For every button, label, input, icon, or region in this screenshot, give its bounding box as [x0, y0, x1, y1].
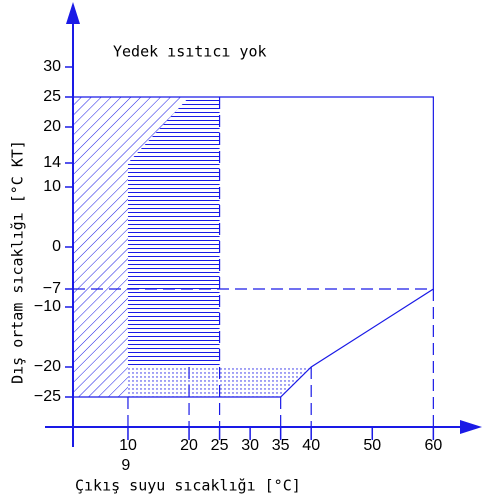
y-tick-label: 30 — [43, 58, 61, 75]
y-tick-label: 20 — [43, 118, 61, 135]
y-tick-label: 25 — [43, 88, 61, 105]
region-diagonal — [73, 97, 190, 397]
x-tick-label: 40 — [302, 437, 320, 454]
envelope-outline — [73, 96, 434, 398]
x-tick-label: 30 — [241, 437, 259, 454]
x-axis-label: Çıkış suyu sıcaklığı [°C] — [75, 477, 301, 495]
y-tick-label: 14 — [43, 154, 61, 171]
y-tick-label: 10 — [43, 178, 61, 195]
y-tick-label: −7 — [43, 280, 61, 297]
x-tick-label: 35 — [272, 437, 290, 454]
region-horizontal — [127, 97, 220, 367]
y-axis-arrow — [66, 2, 80, 24]
x-tick-label: 50 — [363, 437, 381, 454]
y-tick-label: −25 — [34, 388, 61, 405]
y-axis-label: Dış ortam sıcaklığı [°C KT] — [9, 140, 27, 384]
x-tick-label: 10 — [119, 437, 137, 454]
y-tick-label: −20 — [34, 358, 61, 375]
x-tick-label: 9 — [121, 457, 130, 474]
x-tick-label: 25 — [211, 437, 229, 454]
x-tick-label: 20 — [180, 437, 198, 454]
x-tick-label: 60 — [424, 437, 442, 454]
y-tick-label: −10 — [34, 298, 61, 315]
region-dots — [127, 367, 312, 397]
x-axis-arrow — [460, 420, 482, 434]
y-tick-label: 0 — [52, 238, 61, 255]
annotation: Yedek ısıtıcı yok — [113, 43, 267, 61]
